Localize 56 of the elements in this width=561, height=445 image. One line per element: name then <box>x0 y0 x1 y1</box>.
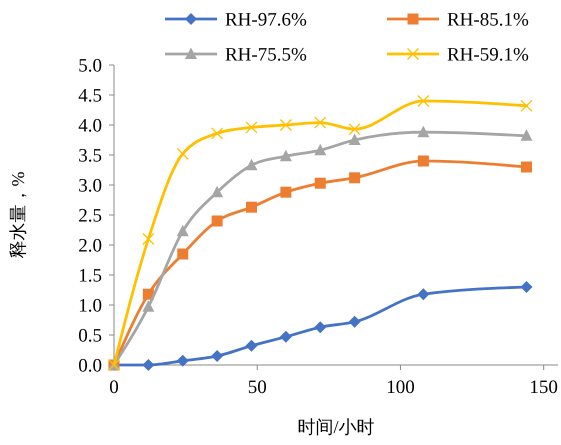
y-tick-label: 3.0 <box>78 176 102 197</box>
point <box>176 354 189 367</box>
y-tick-label: 3.5 <box>78 146 102 167</box>
point <box>210 127 224 140</box>
point <box>211 350 224 362</box>
point <box>520 100 533 112</box>
point <box>211 186 224 198</box>
point <box>280 186 292 198</box>
legend-label: RH-75.5% <box>225 44 307 66</box>
y-tick-label: 1.0 <box>78 296 102 317</box>
legend-label: RH-85.1% <box>447 10 529 31</box>
y-axis-title: 释水量，% <box>8 172 28 258</box>
point <box>142 300 154 312</box>
y-tick-label: 2.5 <box>78 206 102 227</box>
x-tick-label: 100 <box>386 377 415 398</box>
point <box>314 144 326 156</box>
point <box>314 178 326 189</box>
point <box>314 116 326 129</box>
y-tick-label: 0.5 <box>78 326 102 347</box>
point <box>245 340 258 352</box>
point <box>520 281 532 293</box>
point <box>246 202 257 213</box>
point <box>176 148 189 160</box>
point <box>520 129 532 141</box>
legend-label: RH-97.6% <box>225 10 307 31</box>
point <box>280 118 292 132</box>
point <box>245 121 258 134</box>
point <box>349 172 360 184</box>
point <box>177 248 188 260</box>
y-tick-label: 2.0 <box>78 236 102 257</box>
x-tick-label: 150 <box>529 377 558 398</box>
y-tick-label: 4.0 <box>78 116 102 137</box>
y-tick-label: 0.0 <box>78 356 102 377</box>
y-tick-label: 1.5 <box>78 266 102 287</box>
y-tick-label: 5.0 <box>78 56 102 77</box>
point <box>280 330 292 343</box>
point <box>418 156 429 166</box>
point <box>245 158 258 170</box>
point <box>417 288 430 300</box>
point <box>417 126 430 138</box>
point <box>348 134 361 145</box>
point <box>142 359 154 371</box>
x-tick-label: 0 <box>109 377 119 398</box>
point <box>280 150 292 162</box>
point <box>314 321 326 334</box>
point <box>212 216 223 226</box>
y-tick-label: 4.5 <box>78 86 102 107</box>
x-tick-label: 50 <box>248 377 267 398</box>
point <box>142 232 155 246</box>
point <box>348 316 361 328</box>
x-axis-title: 时间/小时 <box>297 417 375 437</box>
point <box>520 162 532 172</box>
point <box>176 224 189 236</box>
legend-label: RH-59.1% <box>447 44 529 66</box>
point <box>348 123 361 136</box>
point <box>417 94 430 108</box>
